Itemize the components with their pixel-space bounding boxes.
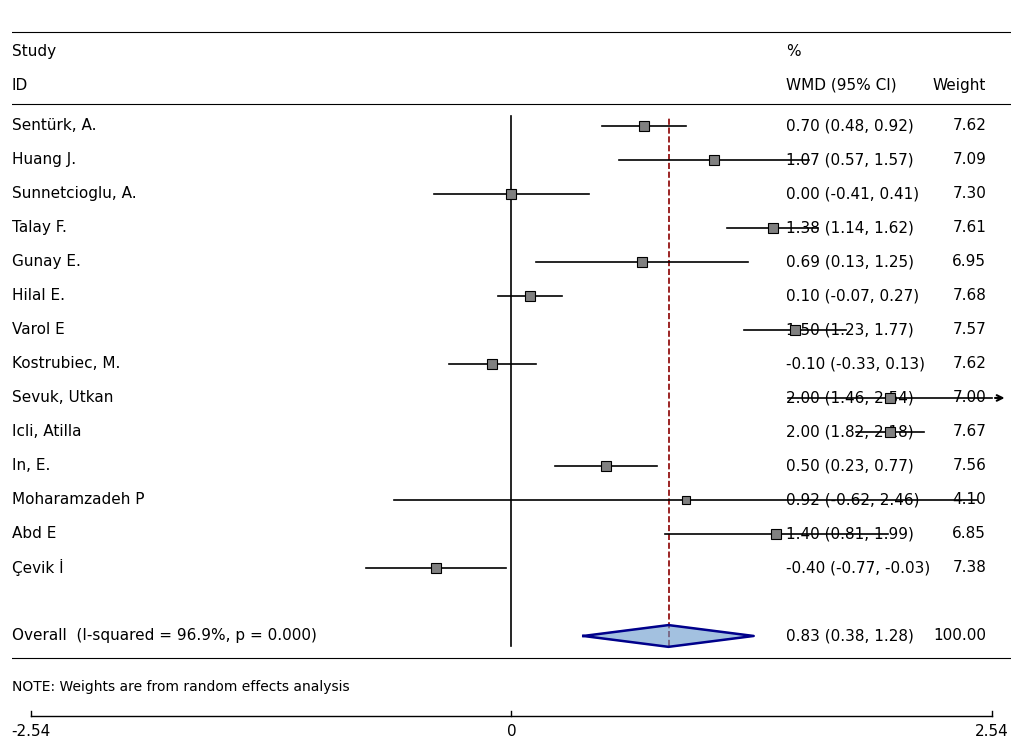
Text: 0: 0 bbox=[506, 725, 516, 740]
Text: 0.50 (0.23, 0.77): 0.50 (0.23, 0.77) bbox=[786, 459, 913, 474]
Text: Varol E: Varol E bbox=[11, 323, 64, 338]
Text: 1.38 (1.14, 1.62): 1.38 (1.14, 1.62) bbox=[786, 220, 913, 235]
Text: 7.62: 7.62 bbox=[952, 119, 985, 134]
Text: 1.07 (0.57, 1.57): 1.07 (0.57, 1.57) bbox=[786, 152, 913, 167]
Text: 1.40 (0.81, 1.99): 1.40 (0.81, 1.99) bbox=[786, 527, 913, 542]
Text: 7.67: 7.67 bbox=[952, 424, 985, 439]
Text: 7.56: 7.56 bbox=[952, 459, 985, 474]
Text: 0.92 (-0.62, 2.46): 0.92 (-0.62, 2.46) bbox=[786, 492, 919, 507]
Text: -0.10 (-0.33, 0.13): -0.10 (-0.33, 0.13) bbox=[786, 356, 924, 371]
Text: -2.54: -2.54 bbox=[11, 725, 50, 740]
Text: 2.00 (1.82, 2.18): 2.00 (1.82, 2.18) bbox=[786, 424, 913, 439]
Text: 0.83 (0.38, 1.28): 0.83 (0.38, 1.28) bbox=[786, 628, 913, 643]
Text: 7.38: 7.38 bbox=[952, 560, 985, 575]
Text: 0.69 (0.13, 1.25): 0.69 (0.13, 1.25) bbox=[786, 255, 913, 270]
Text: Gunay E.: Gunay E. bbox=[11, 255, 81, 270]
Text: ID: ID bbox=[11, 78, 28, 93]
Text: 7.09: 7.09 bbox=[952, 152, 985, 167]
Polygon shape bbox=[583, 625, 753, 647]
Text: Overall  (I-squared = 96.9%, p = 0.000): Overall (I-squared = 96.9%, p = 0.000) bbox=[11, 628, 316, 643]
Text: -0.40 (-0.77, -0.03): -0.40 (-0.77, -0.03) bbox=[786, 560, 929, 575]
Text: Kostrubiec, M.: Kostrubiec, M. bbox=[11, 356, 120, 371]
Text: Hilal E.: Hilal E. bbox=[11, 288, 64, 303]
Text: Weight: Weight bbox=[931, 78, 985, 93]
Text: Abd E: Abd E bbox=[11, 527, 56, 542]
Text: 7.57: 7.57 bbox=[952, 323, 985, 338]
Text: 7.00: 7.00 bbox=[952, 391, 985, 406]
Text: Sunnetcioglu, A.: Sunnetcioglu, A. bbox=[11, 187, 137, 202]
Text: Moharamzadeh P: Moharamzadeh P bbox=[11, 492, 144, 507]
Text: In, E.: In, E. bbox=[11, 459, 50, 474]
Text: Sentürk, A.: Sentürk, A. bbox=[11, 119, 96, 134]
Text: WMD (95% CI): WMD (95% CI) bbox=[786, 78, 896, 93]
Text: 7.30: 7.30 bbox=[952, 187, 985, 202]
Text: Sevuk, Utkan: Sevuk, Utkan bbox=[11, 391, 113, 406]
Text: 0.70 (0.48, 0.92): 0.70 (0.48, 0.92) bbox=[786, 119, 913, 134]
Text: 0.10 (-0.07, 0.27): 0.10 (-0.07, 0.27) bbox=[786, 288, 918, 303]
Text: 2.00 (1.46, 2.54): 2.00 (1.46, 2.54) bbox=[786, 391, 913, 406]
Text: 6.85: 6.85 bbox=[952, 527, 985, 542]
Text: 4.10: 4.10 bbox=[952, 492, 985, 507]
Text: 7.61: 7.61 bbox=[952, 220, 985, 235]
Text: 6.95: 6.95 bbox=[951, 255, 985, 270]
Text: 0.00 (-0.41, 0.41): 0.00 (-0.41, 0.41) bbox=[786, 187, 918, 202]
Text: 1.50 (1.23, 1.77): 1.50 (1.23, 1.77) bbox=[786, 323, 913, 338]
Text: %: % bbox=[786, 43, 800, 59]
Text: Icli, Atilla: Icli, Atilla bbox=[11, 424, 82, 439]
Text: Study: Study bbox=[11, 43, 56, 59]
Text: Çevik İ: Çevik İ bbox=[11, 560, 63, 577]
Text: 7.68: 7.68 bbox=[952, 288, 985, 303]
Text: 7.62: 7.62 bbox=[952, 356, 985, 371]
Text: Huang J.: Huang J. bbox=[11, 152, 75, 167]
Text: 100.00: 100.00 bbox=[932, 628, 985, 643]
Text: 2.54: 2.54 bbox=[974, 725, 1008, 740]
Text: NOTE: Weights are from random effects analysis: NOTE: Weights are from random effects an… bbox=[11, 680, 348, 694]
Text: Talay F.: Talay F. bbox=[11, 220, 66, 235]
